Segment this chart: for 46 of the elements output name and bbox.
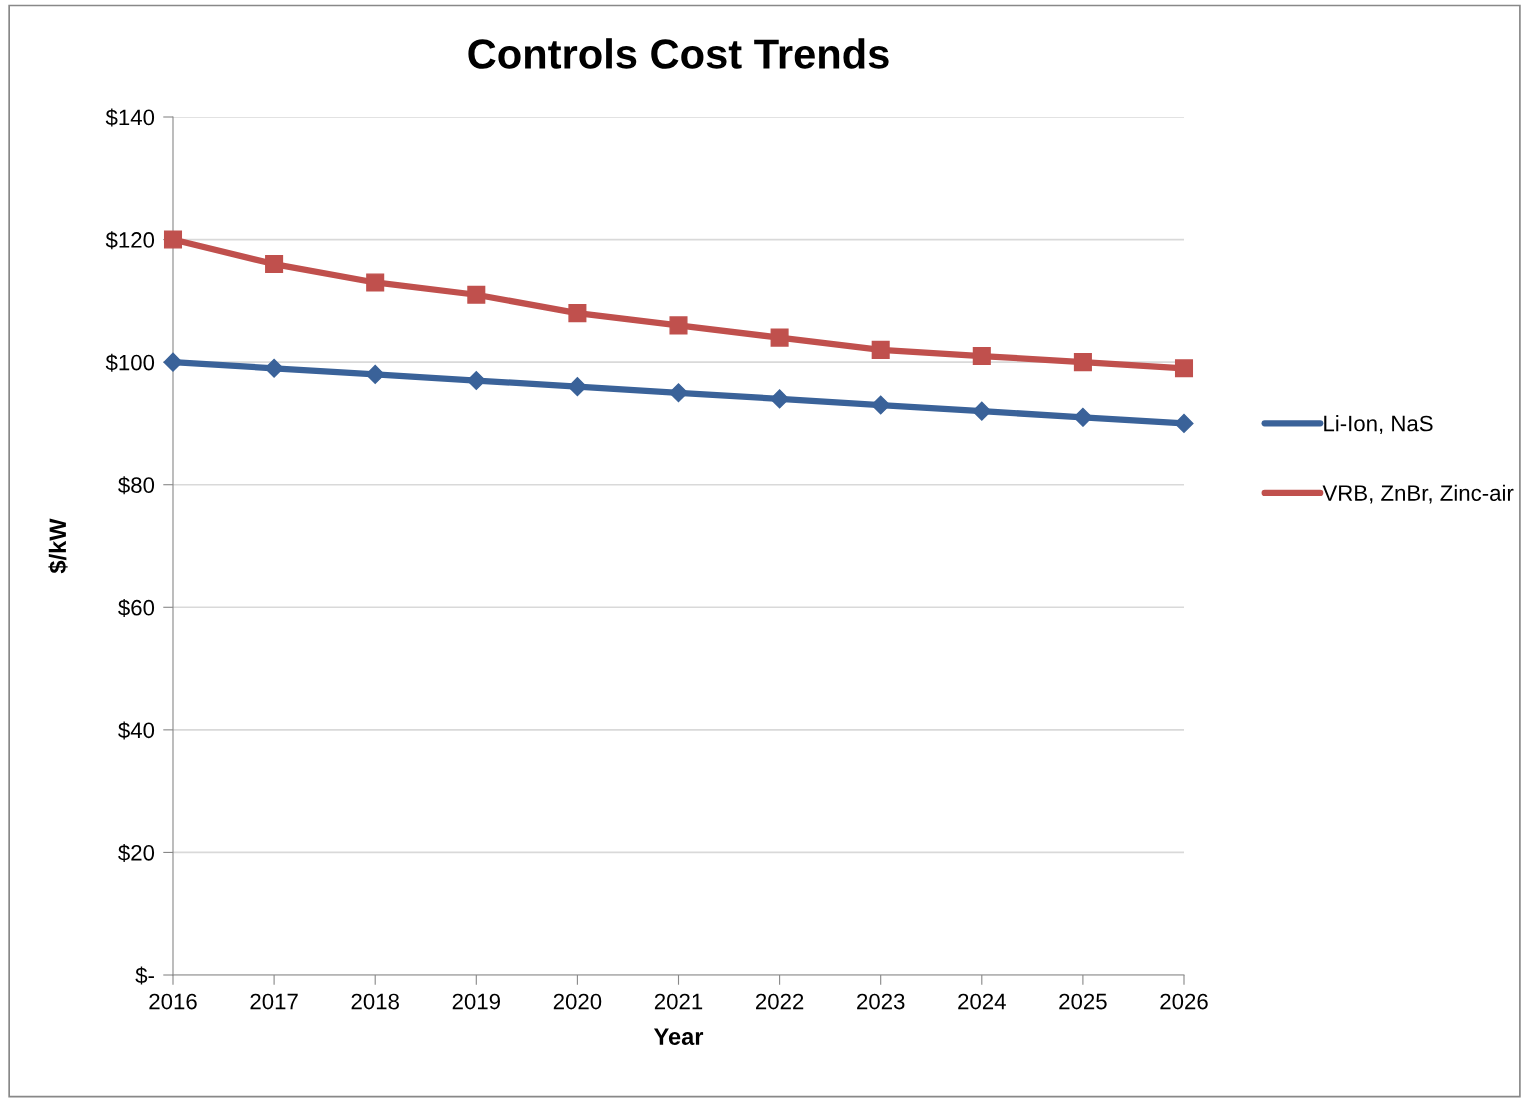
x-tick-label: 2022 <box>756 993 804 1010</box>
x-tick-label: 2018 <box>351 993 399 1010</box>
y-tick-label: $140 <box>105 108 155 127</box>
y-tick-label: $20 <box>118 844 155 863</box>
point <box>972 401 992 421</box>
point <box>871 340 890 359</box>
y-axis-title: $/kW <box>48 518 68 574</box>
point <box>466 370 486 391</box>
point <box>972 346 991 366</box>
point <box>871 395 891 415</box>
point <box>568 304 587 323</box>
x-tick-label: 2016 <box>149 993 197 1010</box>
y-tick-label: $40 <box>118 721 155 740</box>
point <box>770 328 789 347</box>
point <box>163 352 183 372</box>
x-tick-label: 2017 <box>250 993 298 1010</box>
y-tick-label: $120 <box>105 231 155 250</box>
legend-label: VRB, ZnBr, Zinc-air <box>1322 484 1514 504</box>
y-tick-label: $60 <box>118 598 155 617</box>
point <box>770 389 790 409</box>
point <box>365 364 385 384</box>
point <box>668 383 689 403</box>
x-tick-label: 2024 <box>958 993 1006 1010</box>
y-tick-label: $100 <box>105 353 155 372</box>
y-tick-label: $80 <box>118 476 155 495</box>
x-tick-label: 2026 <box>1160 993 1208 1010</box>
y-tick-label: $- <box>135 966 154 985</box>
point <box>1073 407 1093 427</box>
chart-title: Controls Cost Trends <box>468 38 889 69</box>
point <box>1174 359 1194 378</box>
point <box>669 316 688 335</box>
x-tick-label: 2023 <box>857 993 905 1010</box>
point <box>264 358 284 378</box>
point <box>265 255 284 274</box>
point <box>1174 413 1194 433</box>
x-tick-label: 2021 <box>654 993 703 1010</box>
point <box>1073 353 1092 372</box>
point <box>163 230 183 249</box>
x-axis-title: Year <box>653 1028 704 1045</box>
x-tick-label: 2020 <box>553 993 602 1010</box>
x-tick-label: 2025 <box>1059 993 1107 1010</box>
point <box>467 285 486 304</box>
x-tick-label: 2019 <box>452 993 500 1010</box>
point <box>567 377 587 397</box>
legend-label: Li-Ion, NaS <box>1324 415 1433 434</box>
point <box>366 273 385 292</box>
